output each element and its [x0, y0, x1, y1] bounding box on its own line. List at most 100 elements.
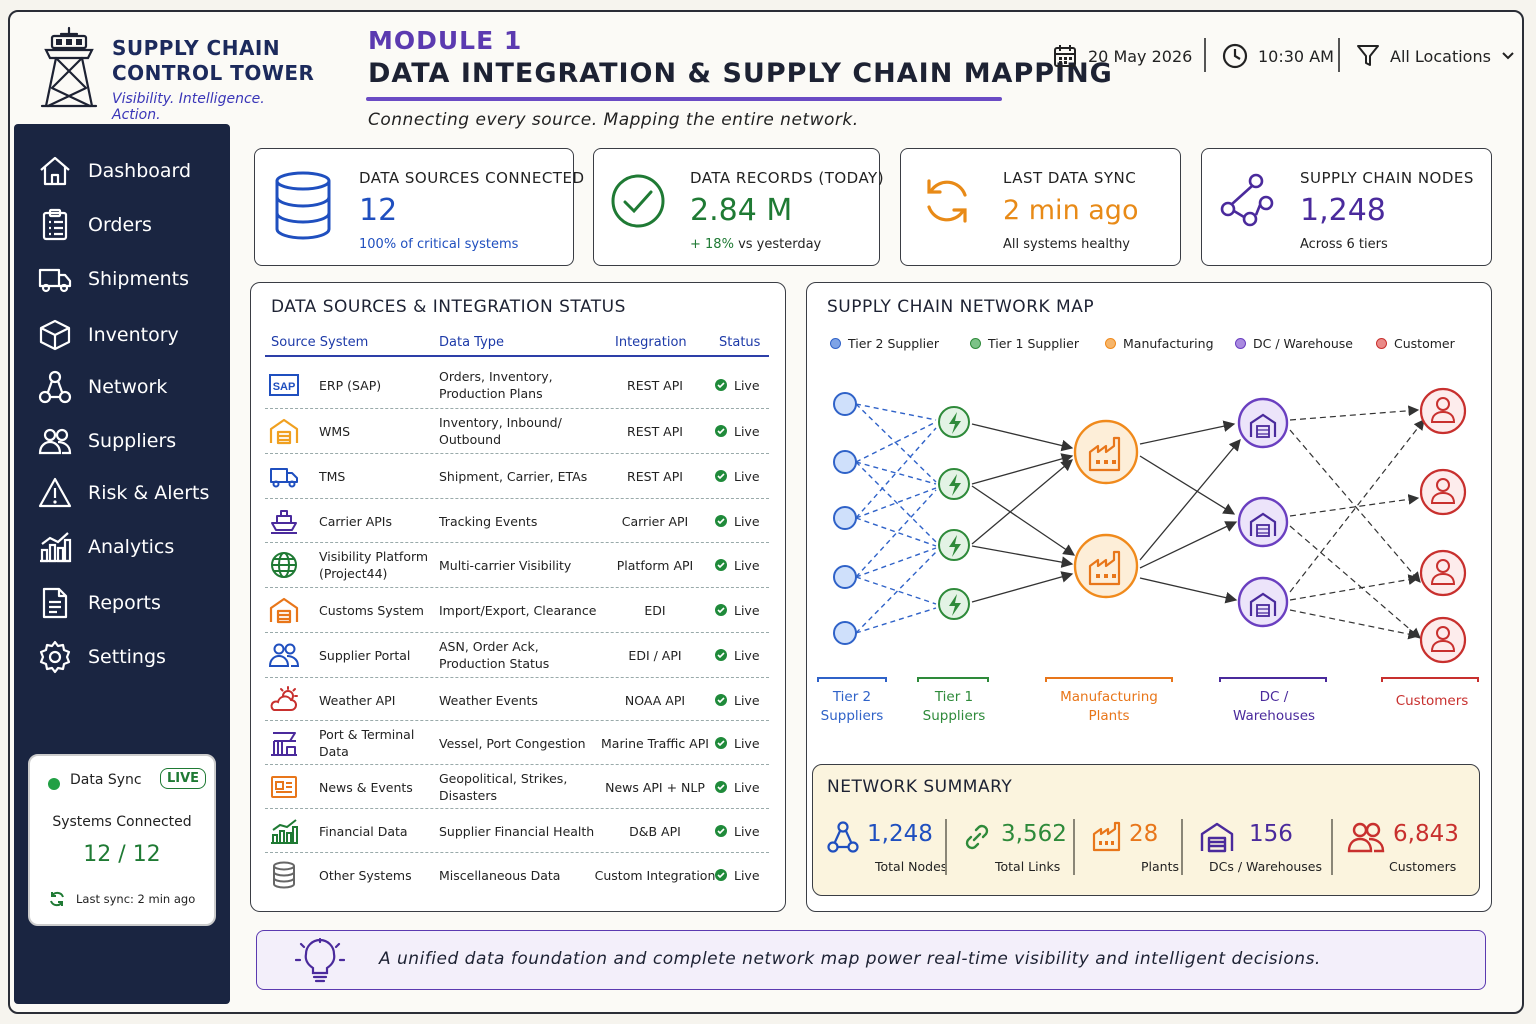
- column-header-status[interactable]: Status: [719, 335, 761, 350]
- status-badge: Live: [715, 765, 760, 809]
- tier-label-line: Warehouses: [1232, 708, 1316, 724]
- table-row[interactable]: Weather API Weather Events NOAA API Live: [265, 678, 769, 721]
- chart-icon: [269, 817, 299, 845]
- kpi-label: DATA SOURCES CONNECTED: [359, 169, 585, 187]
- tier-label-line: Suppliers: [922, 708, 986, 724]
- integration-method: D&B API: [629, 823, 681, 839]
- tier2-node[interactable]: [833, 506, 857, 530]
- sidebar-item-orders[interactable]: Orders: [38, 206, 228, 244]
- status-text: Live: [734, 823, 760, 839]
- customer-node[interactable]: [1419, 616, 1467, 664]
- summary-total-links[interactable]: 3,562 Total Links: [959, 817, 1079, 877]
- tier-label-line: Tier 1: [934, 689, 974, 705]
- tier-label-line: Customers: [1395, 693, 1469, 709]
- data-type: ASN, Order Ack, Production Status: [439, 639, 550, 671]
- table-row[interactable]: Port & Terminal Data Vessel, Port Congest…: [265, 721, 769, 765]
- header-divider: [1338, 38, 1340, 72]
- customs-icon: [269, 596, 299, 624]
- status-badge: Live: [715, 678, 760, 722]
- tier1-node[interactable]: [938, 406, 970, 438]
- calendar-icon: [1054, 45, 1076, 67]
- status-text: Live: [734, 735, 760, 751]
- news-icon: [269, 773, 299, 801]
- status-text: Live: [734, 557, 760, 573]
- legend-item-dc: DC / Warehouse: [1235, 336, 1353, 351]
- tier2-node[interactable]: [833, 621, 857, 645]
- kpi-card-data-sources[interactable]: DATA SOURCES CONNECTED 12 100% of critic…: [254, 148, 584, 266]
- tier1-node[interactable]: [938, 588, 970, 620]
- table-row[interactable]: Supplier Portal ASN, Order Ack, Productio…: [265, 633, 769, 678]
- summary-plants[interactable]: 28 Plants: [1089, 817, 1185, 877]
- summary-dcs[interactable]: 156 DCs / Warehouses: [1197, 817, 1329, 877]
- column-header-source[interactable]: Source System: [271, 335, 369, 350]
- table-row[interactable]: Financial Data Supplier Financial Health D…: [265, 809, 769, 853]
- sidebar-item-dashboard[interactable]: Dashboard: [38, 152, 228, 190]
- table-row[interactable]: News & Events Geopolitical, Strikes, Disa…: [265, 765, 769, 809]
- analytics-icon: [40, 532, 72, 563]
- summary-label: Plants: [1141, 859, 1180, 874]
- sidebar-item-label: Risk & Alerts: [88, 482, 210, 504]
- summary-value: 156: [1249, 821, 1293, 847]
- dc-node[interactable]: [1237, 397, 1289, 449]
- location-filter[interactable]: All Locations: [1356, 40, 1515, 72]
- table-row[interactable]: TMS Shipment, Carrier, ETAs REST API Live: [265, 454, 769, 499]
- column-header-integration[interactable]: Integration: [615, 335, 687, 350]
- sidebar-item-suppliers[interactable]: Suppliers: [38, 422, 228, 460]
- integration-method: EDI / API: [628, 647, 682, 663]
- sidebar-item-reports[interactable]: Reports: [38, 584, 228, 622]
- kpi-card-last-sync[interactable]: LAST DATA SYNC 2 min ago All systems hea…: [900, 148, 1181, 266]
- legend-swatch: [1235, 338, 1246, 349]
- summary-total-nodes[interactable]: 1,248 Total Nodes: [825, 817, 955, 877]
- sidebar-item-network[interactable]: Network: [38, 368, 228, 406]
- date-display[interactable]: 20 May 2026: [1052, 40, 1192, 72]
- manufacturing-nodes: [1073, 419, 1139, 599]
- integration-method: REST API: [627, 468, 683, 484]
- plant-node[interactable]: [1073, 419, 1139, 485]
- app-logo[interactable]: SUPPLY CHAIN CONTROL TOWER Visibility. I…: [36, 26, 316, 123]
- tier2-nodes: [833, 392, 857, 645]
- kpi-label: DATA RECORDS (TODAY): [690, 169, 885, 187]
- customer-node[interactable]: [1419, 549, 1467, 597]
- kpi-card-data-records[interactable]: DATA RECORDS (TODAY) 2.84 M + 18% vs yes…: [593, 148, 884, 266]
- integration-method: Platform API: [616, 557, 694, 573]
- data-type: Multi-carrier Visibility: [439, 557, 572, 573]
- tier1-node[interactable]: [938, 529, 970, 561]
- tier1-node[interactable]: [938, 468, 970, 500]
- tier2-node[interactable]: [833, 565, 857, 589]
- customer-node[interactable]: [1419, 387, 1467, 435]
- sidebar-item-shipments[interactable]: Shipments: [38, 260, 228, 298]
- summary-divider: [1181, 819, 1183, 875]
- column-header-data-type[interactable]: Data Type: [439, 335, 505, 350]
- plant-node[interactable]: [1073, 533, 1139, 599]
- insight-banner: A unified data foundation and complete n…: [256, 930, 1486, 990]
- table-row[interactable]: SAP ERP (SAP) Orders, Inventory, Productio…: [265, 363, 769, 409]
- customer-node[interactable]: [1419, 468, 1467, 516]
- dc-node[interactable]: [1237, 496, 1289, 548]
- status-check-icon: [715, 379, 727, 391]
- summary-customers[interactable]: 6,843 Customers: [1345, 817, 1475, 877]
- kpi-card-nodes[interactable]: SUPPLY CHAIN NODES 1,248 Across 6 tiers: [1201, 148, 1492, 266]
- dc-node[interactable]: [1237, 576, 1289, 628]
- kpi-value: 12: [359, 193, 398, 228]
- status-text: Live: [734, 602, 760, 618]
- tier2-node[interactable]: [833, 392, 857, 416]
- warning-icon: [38, 477, 72, 508]
- tier2-node[interactable]: [833, 450, 857, 474]
- table-row[interactable]: Visibility Platform (Project44) Multi-car…: [265, 543, 769, 588]
- table-row[interactable]: Other Systems Miscellaneous Data Custom In…: [265, 853, 769, 899]
- status-badge: Live: [715, 809, 760, 853]
- svg-text:SAP: SAP: [273, 381, 296, 393]
- status-check-icon: [715, 559, 727, 571]
- sidebar-item-inventory[interactable]: Inventory: [38, 316, 228, 354]
- table-row[interactable]: WMS Inventory, Inbound/ Outbound REST API L…: [265, 409, 769, 454]
- sidebar-item-settings[interactable]: Settings: [38, 638, 228, 676]
- status-text: Live: [734, 647, 760, 663]
- module-label: MODULE 1: [368, 26, 523, 55]
- table-row[interactable]: Carrier APIs Tracking Events Carrier API Li…: [265, 499, 769, 543]
- table-row[interactable]: Customs System Import/Export, Clearance ED…: [265, 588, 769, 633]
- source-system: ERP (SAP): [319, 377, 382, 393]
- time-display[interactable]: 10:30 AM: [1222, 40, 1334, 72]
- sidebar-item-analytics[interactable]: Analytics: [38, 528, 228, 566]
- network-summary: NETWORK SUMMARY 1,248 Total Nodes 3,562 …: [812, 764, 1480, 896]
- sidebar-item-risk-alerts[interactable]: Risk & Alerts: [38, 474, 228, 512]
